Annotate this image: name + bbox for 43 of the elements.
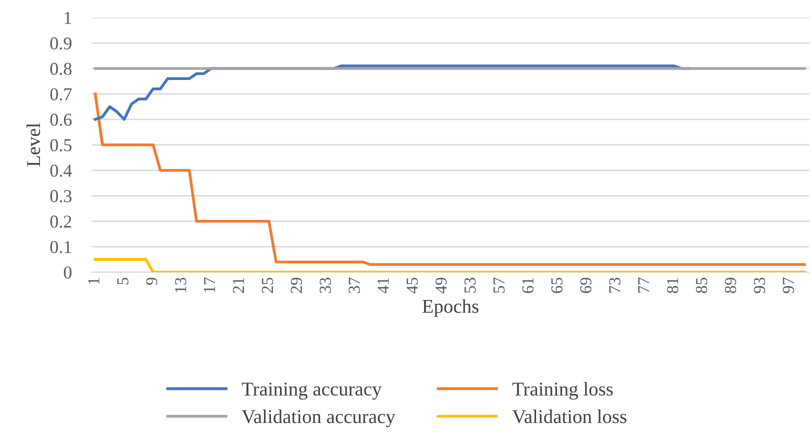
x-axis-title: Epochs <box>422 299 478 317</box>
x-tick-label: 41 <box>378 278 389 294</box>
legend-label: Training accuracy <box>242 382 382 400</box>
x-tick-label: 53 <box>464 278 476 293</box>
x-tick-label: 29 <box>290 278 302 293</box>
legend-label: Validation loss <box>512 410 626 424</box>
y-tick-label: 0.3 <box>50 190 72 202</box>
x-tick-label: 9 <box>146 278 158 285</box>
x-tick-label: 97 <box>782 278 794 294</box>
x-tick-label: 77 <box>638 278 650 293</box>
y-tick-label: 0.5 <box>50 139 72 152</box>
x-tick-label: 33 <box>320 278 331 293</box>
y-tick-label: 0 <box>64 266 72 279</box>
legend-label: Validation accuracy <box>242 410 396 428</box>
line-series <box>94 92 806 266</box>
y-tick-label: 0.7 <box>50 88 72 100</box>
x-tick-label: 93 <box>754 278 766 294</box>
x-tick-label: 49 <box>436 278 447 294</box>
x-tick-label: 89 <box>724 278 736 294</box>
y-tick-label: 0.4 <box>50 164 72 177</box>
x-tick-label: 37 <box>348 278 360 293</box>
x-tick-label: 17 <box>204 278 216 292</box>
x-tick-label: 5 <box>117 278 128 284</box>
x-tick-label: 81 <box>667 278 678 294</box>
y-tick-label: 0.9 <box>50 37 72 50</box>
x-tick-label: 61 <box>522 278 534 293</box>
y-tick-label: 0.6 <box>50 114 72 126</box>
x-tick-label: 65 <box>551 278 562 293</box>
y-tick-label: 0.8 <box>50 62 72 76</box>
y-tick-label: 1 <box>64 12 72 24</box>
x-tick-label: 13 <box>175 278 186 292</box>
y-tick-label: 0.1 <box>50 240 72 254</box>
legend-label: Training loss <box>512 382 613 400</box>
x-tick-label: 85 <box>696 278 708 294</box>
x-tick-label: 25 <box>262 278 274 293</box>
x-tick-label: 73 <box>609 278 620 293</box>
x-tick-label: 1 <box>88 278 100 284</box>
x-tick-label: 69 <box>580 278 592 293</box>
x-tick-label: 57 <box>494 278 505 293</box>
x-tick-label: 21 <box>232 278 244 293</box>
y-axis-title: Level <box>26 123 40 166</box>
x-tick-label: 45 <box>406 278 418 294</box>
y-tick-label: 0.2 <box>50 216 72 228</box>
